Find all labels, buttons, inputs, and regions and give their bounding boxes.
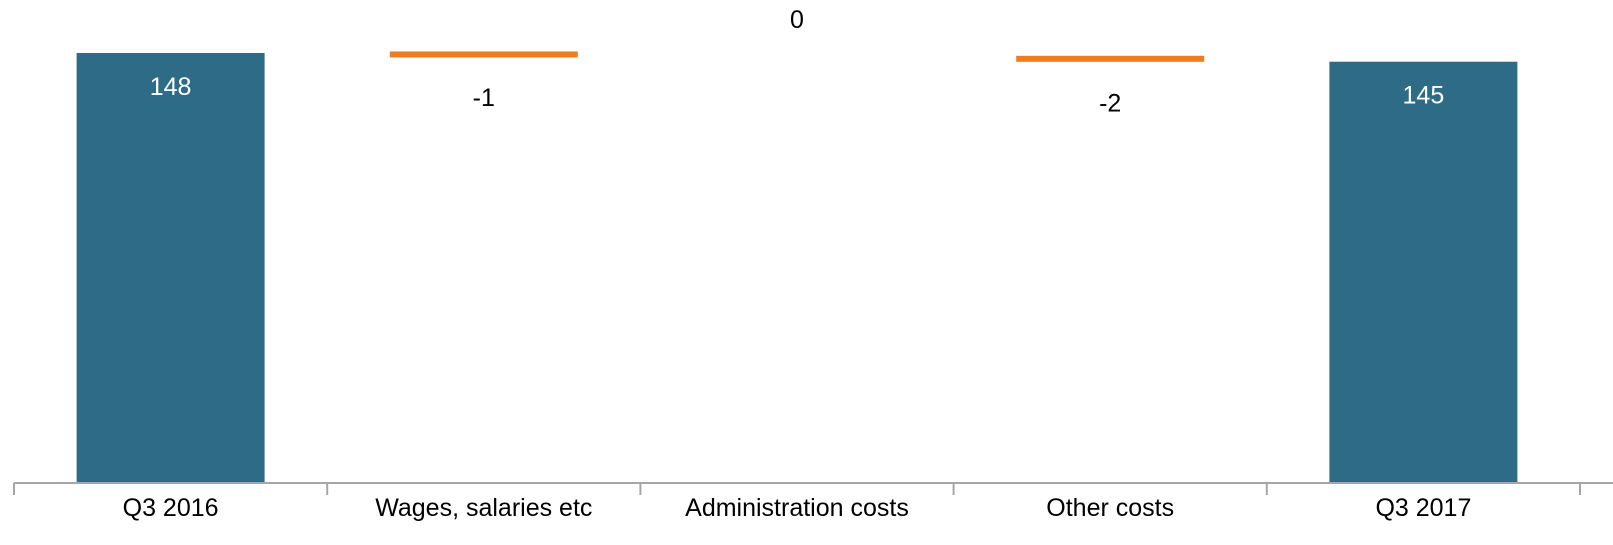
x-tick-label-2: Wages, salaries etc (375, 494, 592, 522)
labels-layer: 148 Q3 2016 -1 Wages, salaries etc 0 Administ… (123, 6, 1472, 522)
x-tick-label-4: Other costs (1046, 494, 1174, 522)
x-tick-label-5: Q3 2017 (1375, 494, 1471, 522)
data-label-1: 148 (150, 73, 192, 101)
x-tick-label-1: Q3 2016 (123, 494, 219, 522)
data-label-4: -2 (1099, 90, 1121, 118)
data-label-5: 145 (1403, 82, 1445, 110)
data-label-3: 0 (790, 6, 804, 34)
data-label-2: -1 (473, 84, 495, 112)
x-axis (13, 482, 1613, 495)
bar-delta-2 (389, 51, 578, 58)
bar-delta-4 (1016, 55, 1205, 62)
bar-total-5 (1329, 61, 1518, 483)
bars-layer (76, 51, 1518, 483)
x-tick-label-3: Administration costs (685, 494, 909, 522)
bar-total-1 (76, 53, 265, 483)
